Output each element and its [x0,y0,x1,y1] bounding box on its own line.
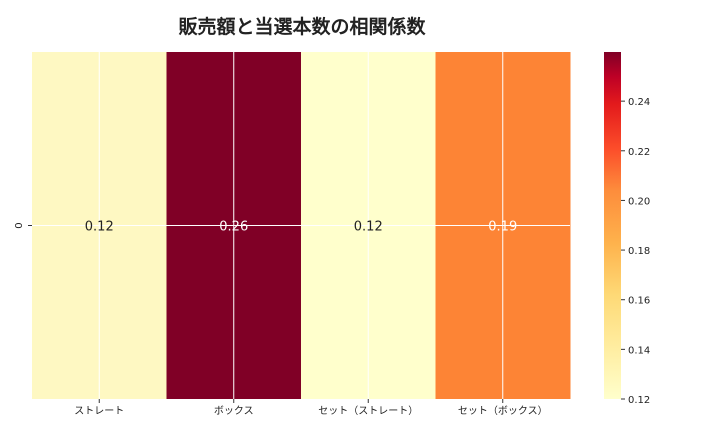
colorbar-tick-label: 0.20 [628,196,650,207]
colorbar-tick-label: 0.16 [628,296,650,307]
cell-value-label: 0.12 [85,220,114,235]
colorbar-tick-label: 0.14 [628,345,650,356]
cell-value-label: 0.19 [488,220,517,235]
colorbar-tick-label: 0.18 [628,246,650,257]
colorbar-tick-label: 0.12 [628,395,650,406]
colorbar-tick-label: 0.22 [628,147,650,158]
y-tick-label: 0 [14,222,25,228]
x-tick-label: セット（ストレート） [318,405,418,417]
colorbar [604,52,621,399]
x-tick-label: セット（ボックス） [458,405,548,417]
cell-value-label: 0.12 [354,220,383,235]
chart-title: 販売額と当選本数の相関係数 [178,16,426,38]
x-tick-label: ボックス [214,405,254,417]
x-tick-label: ストレート [74,406,124,417]
colorbar-tick-label: 0.24 [628,97,650,108]
cell-value-label: 0.26 [219,220,248,235]
